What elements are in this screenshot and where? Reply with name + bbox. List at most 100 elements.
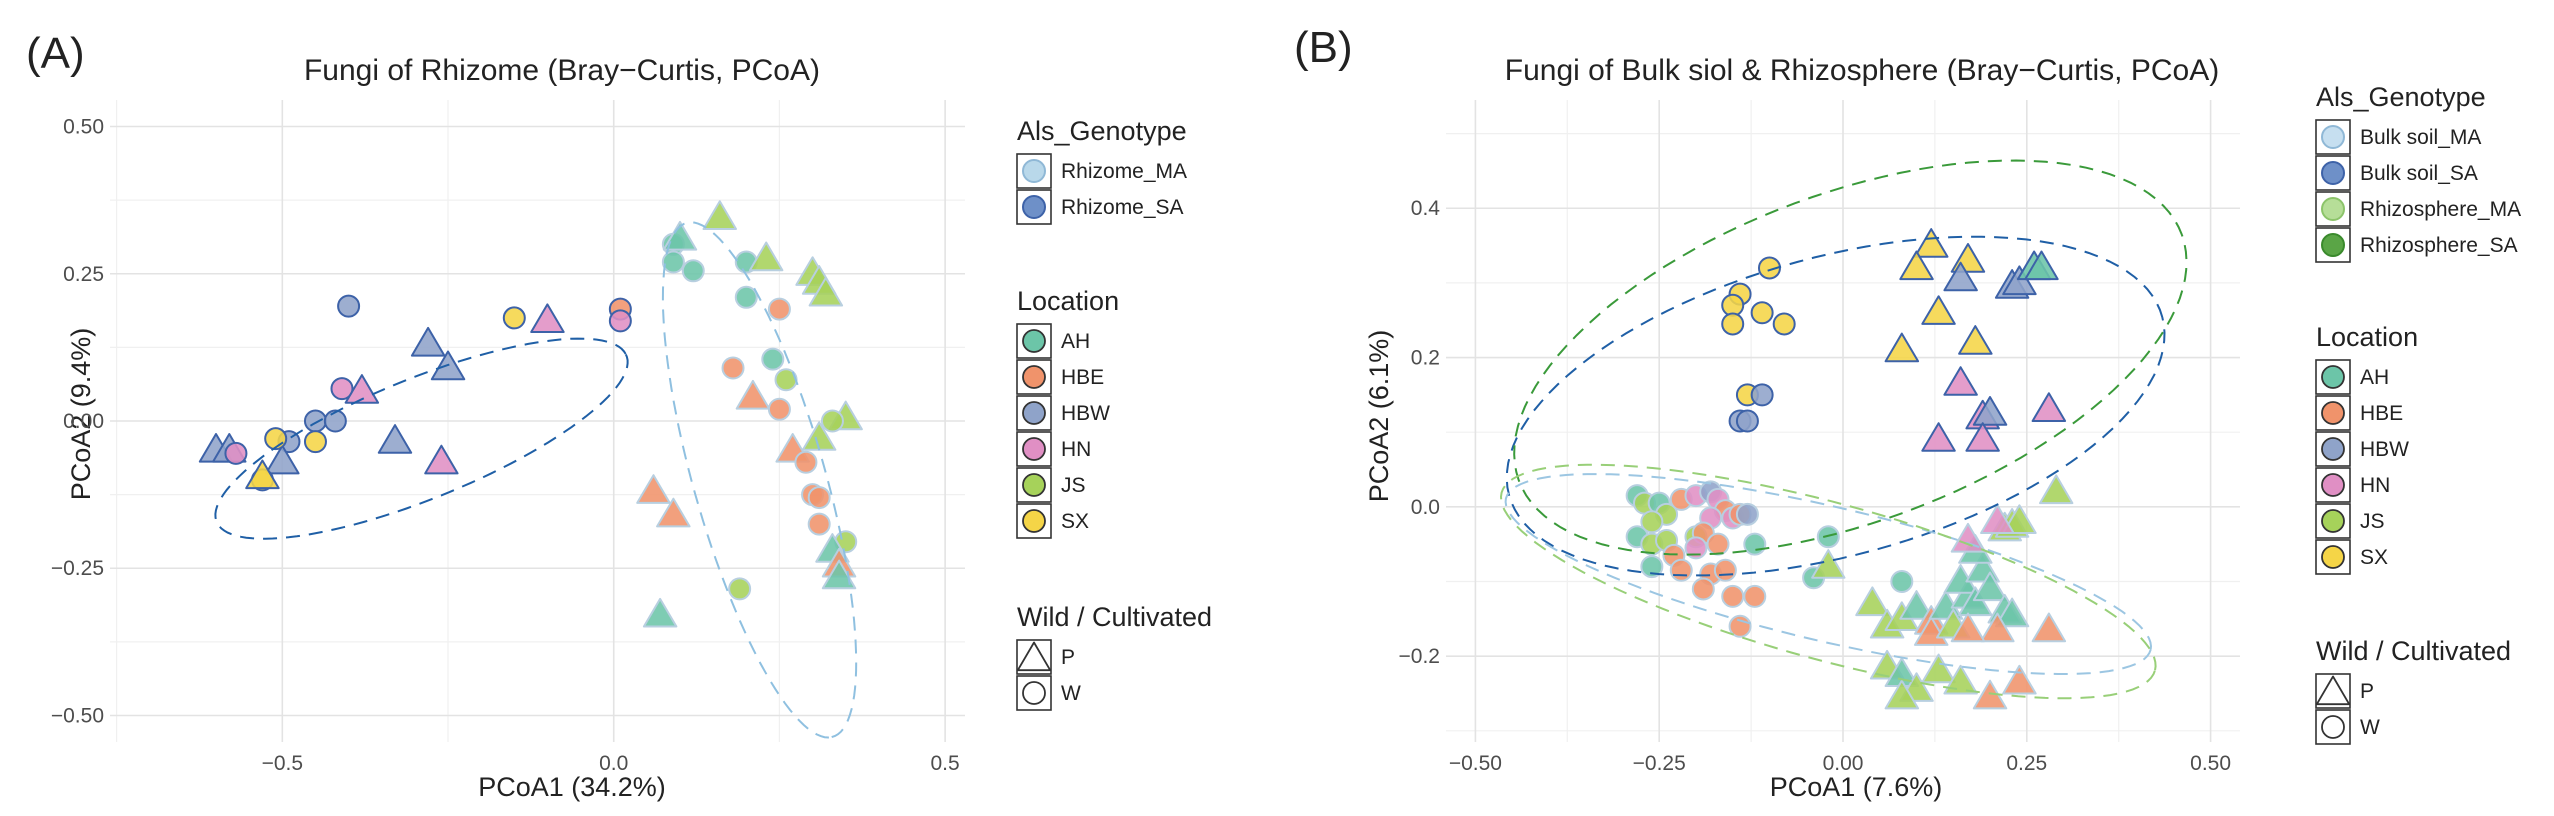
data-point-hbe	[1706, 532, 1730, 556]
data-point-ah	[1972, 571, 2008, 602]
legend-swatch	[2321, 715, 2345, 739]
data-point-ah	[2024, 250, 2059, 281]
ellipses-b	[1499, 159, 2188, 700]
legend-label: HN	[1061, 438, 1091, 461]
data-point-hbw	[1943, 261, 1978, 292]
legend-label: Bulk soil_SA	[2360, 162, 2478, 185]
data-point-ah	[662, 220, 698, 251]
legend-label: Rhizome_MA	[1061, 160, 1187, 183]
ellipse-rhizome-sa	[214, 337, 629, 540]
data-point-js	[808, 276, 844, 307]
x-axis-title-a: PCoA1 (34.2%)	[478, 772, 666, 802]
legend-swatch	[1022, 509, 1046, 533]
legend-swatch	[1022, 365, 1046, 389]
legend-swatch	[2321, 233, 2345, 257]
ellipse-rhizosphere-sa	[1513, 159, 2188, 556]
data-point-hbe	[636, 474, 671, 504]
ellipse-bulk-soil-sa	[1505, 235, 2166, 577]
data-point-ah	[761, 347, 785, 371]
y-tick-label: 0.50	[63, 116, 104, 139]
data-point-js	[1921, 653, 1956, 684]
data-point-js	[820, 409, 844, 433]
data-point-js	[2002, 504, 2037, 534]
data-point-hn	[1980, 504, 2015, 534]
data-point-hn	[344, 374, 380, 404]
legend-swatch	[2321, 473, 2345, 497]
legend-label: JS	[1061, 474, 1086, 497]
data-point-hn	[1684, 536, 1708, 560]
y-tick-label: −0.2	[1399, 645, 1440, 668]
data-point-hbe	[1950, 612, 1986, 643]
data-point-sx	[1772, 312, 1796, 336]
data-point-sx	[1721, 312, 1745, 336]
points-b	[1625, 228, 2074, 710]
legend-label: HBE	[1061, 366, 1104, 389]
data-point-hbw	[265, 444, 300, 475]
legend-swatch	[1022, 195, 1046, 219]
legend-swatch	[2321, 509, 2345, 533]
y-tick-label: 0.2	[1411, 347, 1440, 370]
legend-label: HBW	[1061, 402, 1110, 425]
data-point-hbe	[807, 512, 831, 536]
legend-label: Rhizosphere_MA	[2360, 198, 2521, 221]
data-point-ah	[1958, 586, 1993, 617]
data-point-hbw	[303, 409, 327, 433]
data-point-hbw	[377, 424, 413, 454]
legend-label: HBE	[2360, 402, 2403, 425]
legend-label: SX	[2360, 546, 2388, 569]
legend-swatch	[2315, 675, 2351, 706]
legend-key	[1016, 639, 1052, 675]
data-point-hbe	[721, 356, 745, 380]
data-point-sx	[245, 459, 280, 490]
data-point-hbe	[1721, 584, 1745, 608]
plot-area-b	[1446, 100, 2240, 742]
legend-label: Rhizosphere_SA	[2360, 234, 2518, 257]
data-point-js	[728, 577, 752, 601]
legend-title-wild: Wild / Cultivated	[2316, 636, 2511, 666]
legend-label: P	[1061, 646, 1075, 669]
legend-key	[2315, 673, 2351, 709]
x-axis-title-b: PCoA1 (7.6%)	[1770, 772, 1943, 802]
x-tick-label: −0.25	[1633, 752, 1686, 775]
y-axis-title-a: PCoA2 (9.4%)	[66, 328, 96, 501]
legend-label: Bulk soil_MA	[2360, 126, 2481, 149]
panel-label-a: (A)	[26, 29, 85, 78]
ellipse-rhizosphere-ma	[1499, 463, 2157, 700]
legend-label: Rhizome_SA	[1061, 196, 1184, 219]
data-point-js	[702, 200, 737, 230]
data-point-hbe	[735, 379, 771, 410]
x-tick-label: 0.00	[1823, 752, 1864, 775]
x-tick-label: 0.5	[931, 752, 960, 775]
y-tick-label: −0.25	[51, 557, 104, 580]
y-tick-label: 0.4	[1411, 197, 1441, 220]
data-point-hn	[1950, 522, 1986, 553]
data-point-hbe	[1713, 558, 1737, 582]
legend-swatch	[2321, 545, 2345, 569]
data-point-ah	[1640, 555, 1664, 579]
y-axis-title-b: PCoA2 (6.1%)	[1364, 330, 1394, 503]
legend-label: W	[2360, 716, 2380, 739]
legend-swatch	[1022, 437, 1046, 461]
data-point-ah	[1743, 532, 1767, 556]
x-tick-label: −0.5	[262, 752, 303, 775]
y-tick-label: 0.0	[1411, 496, 1440, 519]
legend-label: P	[2360, 680, 2374, 703]
data-point-hbe	[767, 397, 791, 421]
y-tick-label: 0.25	[63, 263, 104, 286]
data-point-ah	[1890, 570, 1914, 593]
x-tick-label: −0.50	[1449, 752, 1502, 775]
x-tick-label: 0.50	[2190, 752, 2231, 775]
data-point-js	[748, 241, 784, 272]
data-point-hbe	[1743, 584, 1767, 608]
data-point-hbe	[1980, 612, 2015, 643]
legend-label: HBW	[2360, 438, 2409, 461]
data-point-hn	[530, 303, 565, 333]
legend-label: AH	[1061, 330, 1090, 353]
panel-a: (A) Fungi of Rhizome (Bray−Curtis, PCoA)…	[26, 29, 1212, 802]
data-point-js	[2039, 474, 2074, 505]
data-point-hn	[1943, 366, 1978, 396]
legend-swatch	[2321, 365, 2345, 389]
data-point-hn	[424, 444, 459, 475]
data-point-hbw	[1735, 502, 1759, 526]
